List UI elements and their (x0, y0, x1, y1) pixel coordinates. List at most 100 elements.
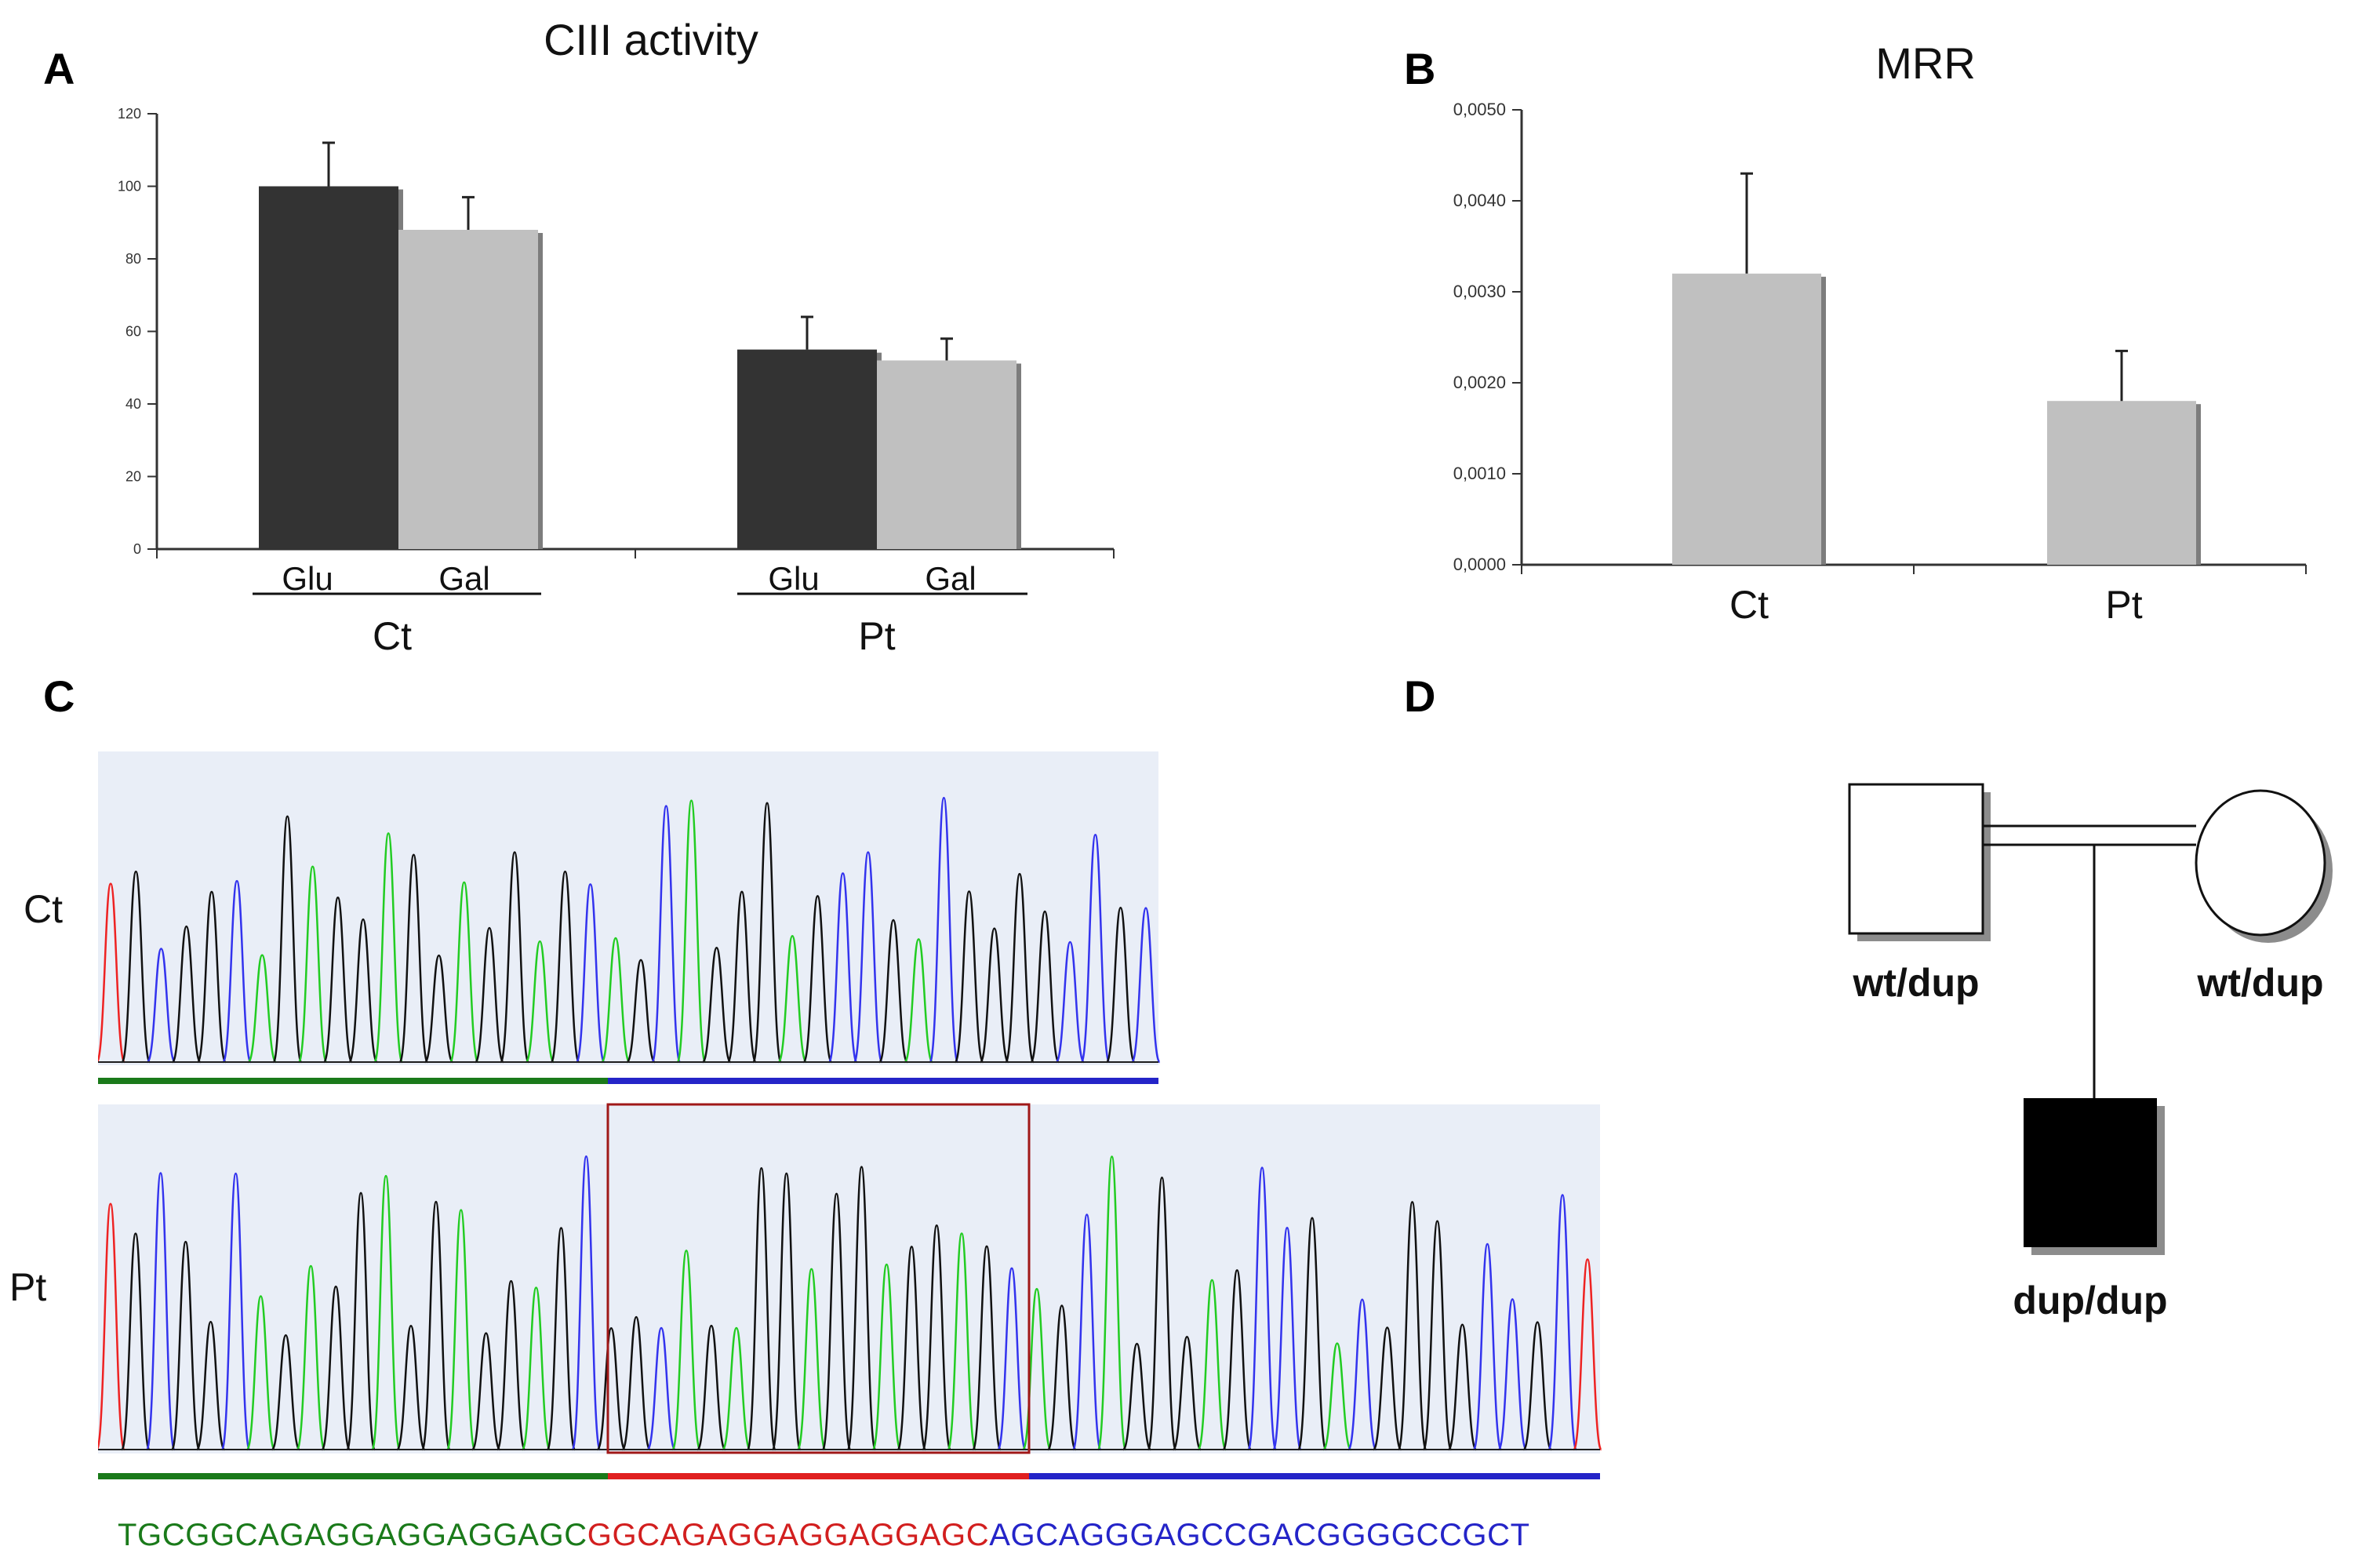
peak-A (521, 1286, 551, 1451)
mother-genotype: wt/dup (2196, 961, 2323, 1005)
pt-trace-label: Pt (9, 1265, 47, 1309)
peak-A (296, 1264, 326, 1451)
peak-G (878, 919, 908, 1064)
peak-C (571, 1155, 602, 1451)
sequence-segment-green: TGCGGCAGAGGAGGAGGAGC (118, 1518, 587, 1552)
peak-G (1030, 910, 1060, 1064)
peak-A (671, 1250, 701, 1451)
peak-A (525, 940, 555, 1064)
y-tick-label: 20 (125, 469, 141, 485)
peak-C (222, 879, 252, 1064)
peak-A (371, 1174, 401, 1451)
peak-A (247, 954, 278, 1064)
father-square (1848, 783, 1984, 935)
peak-C (1055, 940, 1086, 1064)
y-tick-label: 0,0020 (1453, 373, 1506, 392)
peak-G (626, 959, 656, 1064)
peak-A (446, 1209, 476, 1451)
group-label-ct: Ct (373, 614, 412, 658)
nucleotide-sequence: TGCGGCAGAGGAGGAGGAGCGGCAGAGGAGGAGGAGCAGC… (118, 1518, 1530, 1553)
subcategory-label: Gal (438, 560, 489, 597)
peak-G (1047, 1304, 1077, 1451)
y-tick-label: 0 (133, 541, 141, 557)
peak-G (496, 1280, 526, 1451)
father-genotype: wt/dup (1852, 961, 1979, 1005)
y-tick-label: 100 (118, 179, 141, 195)
child-genotype: dup/dup (2013, 1279, 2167, 1322)
peak-G (1222, 1269, 1252, 1451)
peak-G (701, 947, 732, 1064)
y-tick-label: 40 (125, 396, 141, 412)
peak-A (1096, 1155, 1127, 1451)
peak-C (929, 796, 959, 1064)
peak-G (348, 918, 378, 1064)
peak-G (396, 1324, 426, 1451)
child-square-affected (2024, 1098, 2157, 1247)
peak-G (1147, 1177, 1177, 1451)
peak-G (121, 870, 151, 1064)
y-tick-label: 0,0030 (1453, 282, 1506, 301)
peak-G (500, 851, 530, 1064)
ct-trace-label: Ct (24, 887, 63, 931)
bar-gal-pt (877, 360, 1016, 549)
peak-G (1397, 1201, 1427, 1451)
peak-G (922, 1224, 951, 1451)
peak-G (346, 1191, 376, 1451)
peak-G (196, 890, 227, 1064)
peak-G (475, 926, 504, 1064)
ciii-activity-chart: CIII activity 0 20 40 60 80 100 120 Glu Gal Gl… (118, 15, 1115, 658)
panel-letter-a: A (43, 44, 75, 93)
peak-A (947, 1232, 976, 1451)
peak-C (1497, 1298, 1528, 1451)
peak-A (722, 1326, 751, 1451)
peak-G (972, 1245, 1002, 1451)
mrr-chart: MRR 0,0000 0,0010 0,0020 0,0030 0,0040 0,0050… (1453, 38, 2307, 627)
peak-C (220, 1172, 251, 1451)
duplication-box (606, 1103, 1031, 1454)
peak-G (421, 1200, 451, 1451)
quality-background (98, 1104, 1600, 1453)
peak-G (272, 815, 303, 1064)
peak-C (1080, 833, 1111, 1064)
pt-chromatogram (98, 1103, 1602, 1479)
peak-C (146, 948, 176, 1064)
peak-A (871, 1263, 902, 1451)
bar-pt (2047, 401, 2196, 565)
peak-C (827, 872, 858, 1064)
peak-A (676, 799, 707, 1064)
peak-G (846, 1166, 877, 1451)
peak-A (796, 1268, 827, 1451)
peak-C (1071, 1213, 1102, 1451)
peak-G (954, 890, 984, 1064)
panel-letter-c: C (43, 671, 75, 721)
group-label-pt: Pt (858, 614, 895, 658)
peak-A (373, 832, 404, 1064)
subcategory-label: Glu (768, 560, 819, 597)
mother-circle (2195, 789, 2326, 937)
peak-A (777, 934, 808, 1064)
sequence-segment-blue: AGCAGGGAGCCGACGGGGCCGCT (989, 1518, 1530, 1552)
peak-C (1272, 1226, 1302, 1451)
bar-glu-pt (737, 349, 877, 549)
peak-C (651, 805, 682, 1064)
y-tick-label: 0,0050 (1453, 100, 1506, 119)
peak-A (1322, 1342, 1352, 1451)
peak-C (1347, 1298, 1377, 1451)
peak-C (1130, 907, 1161, 1064)
peak-T (1573, 1258, 1602, 1451)
peak-A (904, 938, 934, 1064)
peak-G (550, 870, 580, 1064)
peak-A (245, 1295, 276, 1451)
peak-C (853, 851, 883, 1064)
ct-chromatogram (98, 751, 1161, 1084)
peak-G (1122, 1342, 1152, 1451)
peak-G (802, 895, 833, 1064)
peak-A (297, 865, 328, 1064)
pedigree: wt/dup wt/dup dup/dup (1848, 783, 2333, 1322)
peak-A (1197, 1279, 1227, 1451)
peak-G (398, 853, 429, 1064)
peak-G (271, 1333, 301, 1451)
peak-T (98, 1202, 125, 1451)
bar-ct (1672, 273, 1821, 565)
peak-G (121, 1232, 151, 1451)
